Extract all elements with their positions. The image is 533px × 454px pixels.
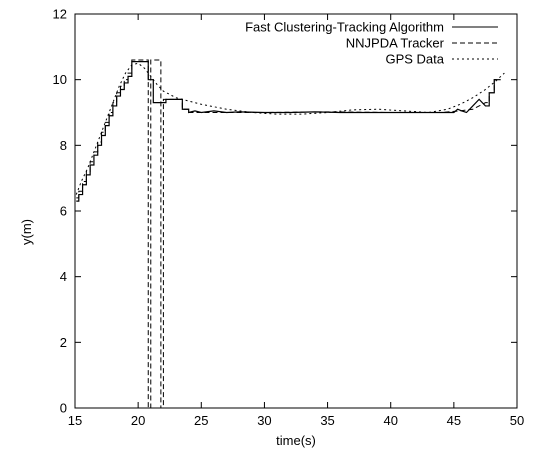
- y-axis-label: y(m): [19, 219, 34, 245]
- x-tick-label: 35: [320, 413, 334, 428]
- x-tick-label: 15: [68, 413, 82, 428]
- y-tick-label: 6: [60, 204, 67, 219]
- legend-label: GPS Data: [385, 52, 444, 67]
- series-layer: [75, 59, 505, 409]
- x-axis-label: time(s): [276, 433, 316, 448]
- series-line-fast-clustering-tracking-algorithm: [76, 61, 501, 202]
- legend-label: NNJPDA Tracker: [346, 36, 445, 51]
- y-tick-label: 2: [60, 335, 67, 350]
- y-tick-label: 10: [53, 72, 67, 87]
- series-line-gps-data: [75, 62, 505, 195]
- x-tick-label: 40: [383, 413, 397, 428]
- x-tick-label: 50: [510, 413, 524, 428]
- x-tick-label: 20: [131, 413, 145, 428]
- plot-area: [74, 13, 518, 409]
- x-tick-label: 45: [447, 413, 461, 428]
- axis-ticks: 15 20 25 30 35 40 45 50 0 2 4 6 8 10 12: [53, 7, 525, 429]
- x-tick-label: 25: [194, 413, 208, 428]
- y-tick-label: 12: [53, 7, 67, 22]
- legend-label: Fast Clustering-Tracking Algorithm: [245, 20, 444, 35]
- y-tick-label: 8: [60, 138, 67, 153]
- y-tick-label: 4: [60, 269, 67, 284]
- legend: Fast Clustering-Tracking AlgorithmNNJPDA…: [245, 20, 498, 67]
- series-line-nnjpda-tracker: [76, 59, 501, 409]
- x-tick-label: 30: [257, 413, 271, 428]
- y-tick-label: 0: [60, 401, 67, 416]
